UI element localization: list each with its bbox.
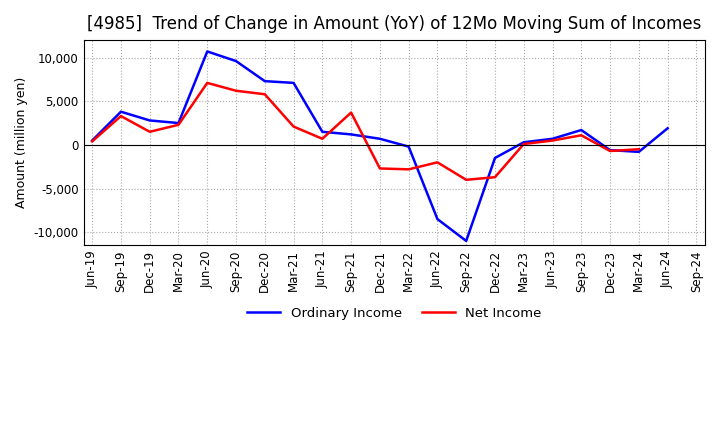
Line: Net Income: Net Income bbox=[92, 83, 639, 180]
Y-axis label: Amount (million yen): Amount (million yen) bbox=[15, 77, 28, 208]
Net Income bbox=[490, 175, 499, 180]
Legend: Ordinary Income, Net Income: Ordinary Income, Net Income bbox=[242, 301, 546, 325]
Ordinary Income bbox=[117, 109, 125, 114]
Ordinary Income bbox=[347, 132, 356, 137]
Net Income bbox=[405, 167, 413, 172]
Ordinary Income bbox=[490, 155, 499, 161]
Ordinary Income bbox=[663, 126, 672, 131]
Net Income bbox=[88, 139, 96, 144]
Net Income bbox=[634, 147, 643, 152]
Ordinary Income bbox=[634, 149, 643, 154]
Net Income bbox=[203, 80, 212, 85]
Ordinary Income bbox=[548, 136, 557, 141]
Ordinary Income bbox=[88, 138, 96, 143]
Ordinary Income bbox=[577, 128, 585, 133]
Ordinary Income bbox=[376, 136, 384, 141]
Ordinary Income bbox=[174, 121, 183, 126]
Ordinary Income bbox=[261, 78, 269, 84]
Net Income bbox=[548, 138, 557, 143]
Net Income bbox=[117, 114, 125, 119]
Net Income bbox=[318, 136, 327, 141]
Ordinary Income bbox=[203, 49, 212, 54]
Ordinary Income bbox=[433, 216, 442, 222]
Net Income bbox=[232, 88, 240, 93]
Title: [4985]  Trend of Change in Amount (YoY) of 12Mo Moving Sum of Incomes: [4985] Trend of Change in Amount (YoY) o… bbox=[87, 15, 701, 33]
Net Income bbox=[519, 141, 528, 147]
Net Income bbox=[433, 160, 442, 165]
Line: Ordinary Income: Ordinary Income bbox=[92, 51, 667, 241]
Net Income bbox=[289, 124, 298, 129]
Ordinary Income bbox=[405, 144, 413, 149]
Ordinary Income bbox=[145, 118, 154, 123]
Net Income bbox=[261, 92, 269, 97]
Ordinary Income bbox=[289, 80, 298, 85]
Net Income bbox=[174, 122, 183, 128]
Ordinary Income bbox=[232, 59, 240, 64]
Net Income bbox=[145, 129, 154, 135]
Ordinary Income bbox=[519, 139, 528, 145]
Net Income bbox=[347, 110, 356, 115]
Ordinary Income bbox=[462, 238, 470, 244]
Net Income bbox=[462, 177, 470, 183]
Ordinary Income bbox=[318, 129, 327, 135]
Net Income bbox=[376, 166, 384, 171]
Net Income bbox=[577, 132, 585, 138]
Ordinary Income bbox=[606, 147, 614, 153]
Net Income bbox=[606, 148, 614, 154]
